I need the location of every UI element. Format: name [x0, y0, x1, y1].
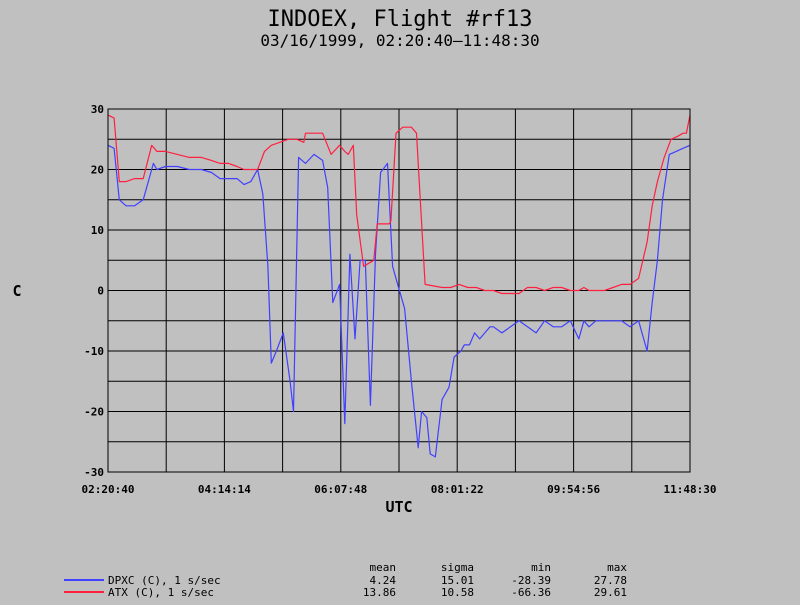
x-tick-label: 08:01:22 [431, 483, 484, 496]
x-tick-labels: 02:20:40 04:14:14 06:07:48 08:01:22 09:54:56… [82, 483, 717, 496]
stats-value: -66.36 [511, 586, 551, 599]
series-line-atx [107, 114, 691, 295]
stats-header: mean [370, 561, 397, 574]
stats-value: 4.24 [370, 574, 397, 587]
y-tick-label: 30 [91, 103, 104, 116]
series-line-dpxc [107, 144, 691, 458]
stats-value: 13.86 [363, 586, 396, 599]
stats-header: max [607, 561, 627, 574]
stats-header: min [531, 561, 551, 574]
y-tick-label: -10 [84, 345, 104, 358]
y-tick-label: -30 [84, 466, 104, 479]
x-tick-label: 09:54:56 [547, 483, 600, 496]
stats-value: 15.01 [441, 574, 474, 587]
x-tick-label: 04:14:14 [198, 483, 251, 496]
legend: DPXC (C), 1 s/sec 4.24 15.01 -28.39 27.78 ATX… [64, 574, 627, 599]
chart-title: INDOEX, Flight #rf13 [268, 7, 533, 32]
y-axis-label: C [12, 282, 21, 300]
stats-header: sigma [441, 561, 474, 574]
stats-value: 10.58 [441, 586, 474, 599]
stats-value: -28.39 [511, 574, 551, 587]
series-lines [107, 114, 691, 458]
legend-label: DPXC (C), 1 s/sec [108, 574, 221, 587]
stats-headers: mean sigma min max [370, 561, 628, 574]
stats-value: 29.61 [594, 586, 627, 599]
x-tick-label: 06:07:48 [314, 483, 367, 496]
y-tick-label: -20 [84, 406, 104, 419]
stats-value: 27.78 [594, 574, 627, 587]
legend-label: ATX (C), 1 s/sec [108, 586, 214, 599]
plot-frame [107, 108, 691, 473]
y-tick-label: 20 [91, 164, 104, 177]
chart-subtitle: 03/16/1999, 02:20:40–11:48:30 [260, 31, 539, 50]
y-tick-label: 0 [97, 285, 104, 298]
y-tick-label: 10 [91, 224, 104, 237]
x-tick-label: 02:20:40 [82, 483, 135, 496]
x-axis-label: UTC [385, 498, 412, 516]
x-tick-label: 11:48:30 [664, 483, 717, 496]
y-tick-labels: -30 -20 -10 0 10 20 30 [84, 103, 104, 479]
